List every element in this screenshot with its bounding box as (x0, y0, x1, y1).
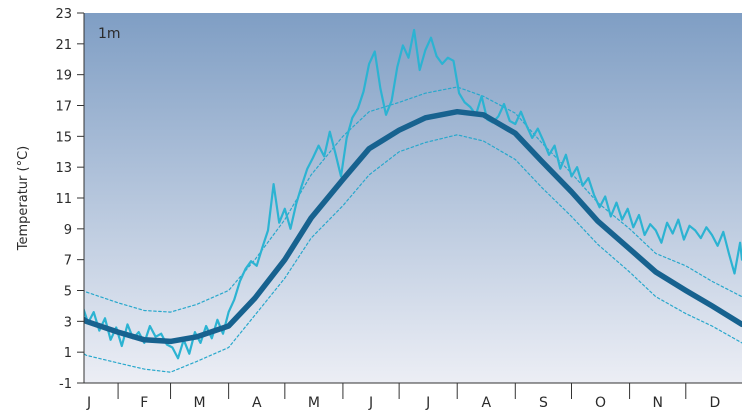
y-tick-label: 7 (64, 254, 72, 269)
plot-area (84, 28, 742, 373)
y-tick-label: 3 (64, 315, 72, 330)
y-tick-label: 23 (55, 7, 72, 22)
x-month-label: D (709, 395, 720, 411)
y-tick-label: 5 (64, 285, 72, 300)
x-month-label: M (194, 395, 206, 411)
x-month-label: A (481, 395, 491, 411)
y-tick-label: 9 (64, 223, 72, 238)
x-month-label: F (140, 395, 148, 411)
y-tick-label: 15 (55, 130, 72, 145)
plot-background (84, 13, 742, 383)
series-line-mean (84, 108, 742, 345)
panel-label: 1m (98, 26, 121, 42)
series-line-lower (84, 134, 742, 373)
series-line-upper (84, 86, 742, 313)
series-line-observed (84, 28, 742, 360)
x-month-label: J (368, 395, 373, 411)
x-month-label: J (425, 395, 430, 411)
x-month-label: O (595, 395, 606, 411)
y-tick-label: -1 (59, 377, 72, 392)
y-tick-label: 21 (55, 38, 72, 53)
x-month-label: M (308, 395, 320, 411)
y-tick-label: 19 (55, 69, 72, 84)
y-axis-title: Temperatur (°C) (16, 146, 31, 252)
x-month-label: S (539, 395, 548, 411)
y-tick-label: 17 (55, 100, 72, 115)
y-tick-label: 11 (55, 192, 72, 207)
x-month-label: J (86, 395, 91, 411)
x-month-label: N (652, 395, 662, 411)
x-month-label: A (252, 395, 262, 411)
y-tick-label: 13 (55, 161, 72, 176)
y-tick-label: 1 (64, 346, 72, 361)
